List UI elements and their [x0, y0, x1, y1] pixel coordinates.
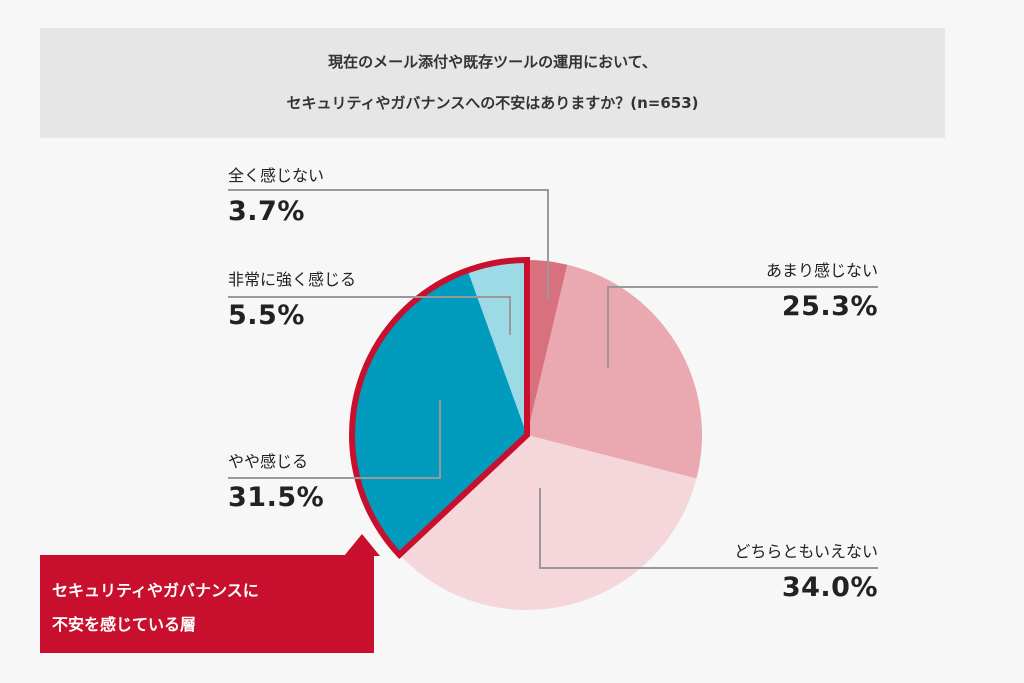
chart-title-box: 現在のメール添付や既存ツールの運用において、 セキュリティやガバナンスへの不安は… [40, 28, 945, 138]
callout-line2: 不安を感じている層 [52, 615, 197, 634]
highlight-border [349, 256, 530, 560]
label-slice-3-category: やや感じる [228, 452, 309, 471]
leader-line-4 [228, 296, 511, 335]
label-slice-4-category: 非常に強く感じる [228, 270, 357, 289]
label-slice-2: どちらともいえない 34.0% [734, 538, 878, 603]
label-slice-0-value: 3.7% [228, 196, 305, 227]
pie-slice-2 [399, 435, 697, 610]
leader-line-1 [607, 286, 878, 368]
label-slice-3: やや感じる 31.5% [228, 448, 324, 513]
callout-box: セキュリティやガバナンスに 不安を感じている層 [40, 555, 374, 653]
label-slice-0-category: 全く感じない [228, 166, 325, 185]
leader-line-0 [228, 189, 549, 300]
callout-line1: セキュリティやガバナンスに [52, 581, 259, 600]
label-slice-3-value: 31.5% [228, 482, 325, 513]
chart-title-line1: 現在のメール添付や既存ツールの運用において、 [328, 53, 657, 71]
label-slice-2-category: どちらともいえない [734, 542, 878, 561]
pie-slice-4 [467, 260, 527, 435]
label-slice-1-value: 25.3% [781, 291, 878, 322]
leader-line-3 [228, 400, 441, 479]
label-slice-2-value: 34.0% [781, 572, 878, 603]
label-slice-1-category: あまり感じない [765, 261, 878, 280]
label-slice-0: 全く感じない 3.7% [228, 162, 324, 227]
label-slice-1: あまり感じない 25.3% [766, 257, 878, 322]
label-slice-4: 非常に強く感じる 5.5% [228, 266, 356, 331]
pie-slice-1 [527, 264, 703, 479]
pie-slice-0 [527, 260, 568, 435]
callout-pointer [344, 534, 380, 556]
label-slice-4-value: 5.5% [228, 300, 305, 331]
chart-title-line2: セキュリティやガバナンスへの不安はありますか？(n=653) [286, 94, 699, 112]
leader-line-2 [539, 488, 878, 569]
